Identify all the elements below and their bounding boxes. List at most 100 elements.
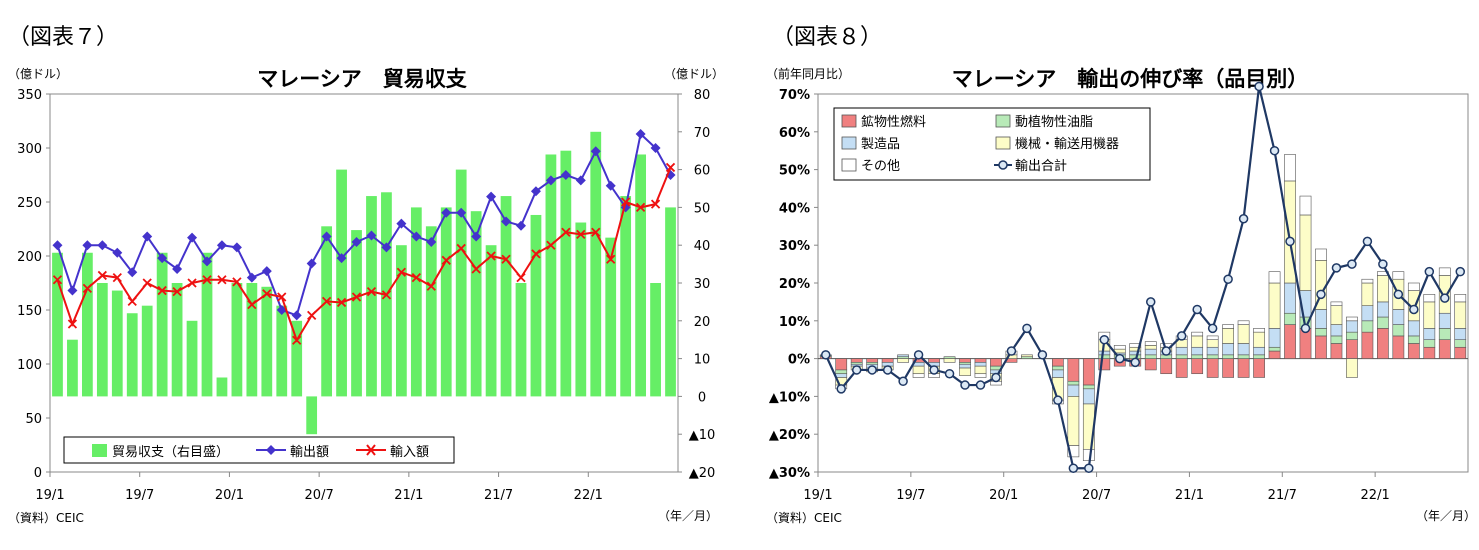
- machinery-segment: [1346, 358, 1358, 378]
- total-point: [1084, 463, 1094, 473]
- balance-bars: [52, 131, 676, 435]
- machinery-segment: [912, 365, 925, 375]
- exports-point: [650, 143, 661, 153]
- imports-point: [665, 162, 676, 173]
- machinery-segment: [897, 358, 909, 363]
- legend-label-imports: 輸入額: [390, 445, 429, 460]
- fuel-segment: [1392, 335, 1405, 359]
- balance-bar: [470, 211, 482, 397]
- imports-point: [187, 278, 197, 288]
- total-point: [1207, 323, 1218, 334]
- balance-bar: [560, 150, 572, 397]
- imports-point: [351, 292, 362, 302]
- imports-point: [277, 292, 287, 302]
- balance-bar: [52, 252, 63, 397]
- left-y-tick-label: 150: [17, 304, 42, 319]
- imports-point: [67, 319, 78, 329]
- imports-point: [336, 297, 347, 308]
- legend-swatch-manufactured: [841, 136, 857, 150]
- manufactured-segment: [1129, 350, 1142, 356]
- balance-bar: [231, 283, 243, 397]
- oils-segment: [1052, 365, 1064, 371]
- other-segment: [912, 373, 925, 378]
- oils-segment: [1268, 346, 1281, 352]
- exports-point: [351, 236, 362, 247]
- balance-bar: [216, 377, 228, 397]
- x-tick-label: 19/1: [35, 488, 64, 503]
- y-tick-label: 10%: [779, 315, 810, 330]
- machinery-segment: [1330, 305, 1343, 325]
- machinery-segment: [1253, 331, 1265, 348]
- right-y-tick-label: 60: [694, 164, 711, 179]
- legend-box-8: [833, 107, 1151, 181]
- fuel-segment: [850, 358, 863, 363]
- total-point: [1006, 346, 1017, 356]
- exports-point: [172, 263, 183, 274]
- legend-label-machinery: 機械・輸送用機器: [1015, 137, 1119, 152]
- legend-swatch-other: [841, 158, 857, 172]
- x-axis-8: 19/1 19/7 20/1 20/7 21/1 21/7 22/1: [803, 472, 1390, 503]
- oils-segment: [1253, 354, 1265, 359]
- machinery-segment: [1144, 345, 1157, 350]
- balance-bar: [261, 286, 273, 397]
- total-point: [913, 350, 924, 360]
- right-y-axis: ▲20 ▲10 0 10 20 30 40 50 60 70 80: [678, 88, 715, 481]
- machinery-segment: [943, 358, 956, 363]
- exports-point: [530, 186, 541, 197]
- imports-point: [157, 285, 167, 296]
- manufactured-segment: [835, 373, 848, 378]
- manufactured-segment: [1222, 343, 1234, 356]
- y-tick-label: 60%: [779, 126, 810, 141]
- total-point: [1362, 236, 1373, 247]
- machinery-segment: [974, 365, 987, 375]
- balance-bar: [485, 245, 497, 397]
- other-segment: [1067, 445, 1080, 458]
- x-axis-7: 19/1 19/7 20/1 20/7 21/1 21/7 22/1: [35, 472, 603, 503]
- exports-point: [635, 128, 646, 139]
- manufactured-segment: [1377, 301, 1389, 318]
- oils-segment: [1346, 331, 1358, 341]
- imports-point: [307, 310, 317, 321]
- balance-bar: [500, 196, 512, 397]
- manufactured-segment: [1237, 343, 1250, 356]
- balance-bar: [575, 222, 587, 397]
- exports-point: [471, 231, 482, 242]
- imports-point: [546, 240, 556, 250]
- right-y-tick-label: ▲10: [689, 428, 716, 443]
- manufactured-segment: [1175, 346, 1188, 356]
- manufactured-segment: [1191, 346, 1204, 356]
- exports-point: [560, 170, 571, 180]
- other-segment: [1129, 343, 1142, 348]
- exports-point: [261, 266, 272, 277]
- fuel-segment: [928, 358, 940, 363]
- x-axis-unit-8: （年／月）: [1416, 509, 1476, 523]
- right-y-tick-label: 10: [694, 353, 711, 368]
- chart-title-7: マレーシア 貿易収支: [257, 67, 468, 91]
- manufactured-segment: [1423, 328, 1436, 340]
- fuel-segment: [1160, 358, 1173, 375]
- exports-point: [321, 231, 332, 242]
- manufactured-segment: [1454, 328, 1467, 340]
- imports-point: [591, 227, 601, 237]
- x-tick-label: 22/1: [1361, 488, 1390, 503]
- left-y-tick-label: 350: [17, 88, 42, 103]
- legend-label-other: その他: [861, 159, 900, 174]
- y-tick-label: 30%: [779, 239, 810, 254]
- oils-segment: [1206, 354, 1219, 359]
- oils-segment: [1392, 324, 1405, 337]
- total-point: [1331, 263, 1342, 273]
- fuel-segment: [1315, 335, 1327, 359]
- balance-bar: [665, 207, 676, 397]
- total-point: [1300, 323, 1311, 334]
- other-segment: [1438, 267, 1451, 276]
- balance-bar: [96, 283, 108, 397]
- imports-point: [232, 277, 242, 287]
- imports-point: [172, 287, 182, 297]
- exports-point: [426, 236, 437, 247]
- fuel-segment: [1222, 358, 1234, 378]
- exports-point: [202, 256, 212, 267]
- other-segment: [1423, 294, 1436, 303]
- fuel-segment: [990, 358, 1002, 367]
- oils-segment: [1144, 354, 1157, 359]
